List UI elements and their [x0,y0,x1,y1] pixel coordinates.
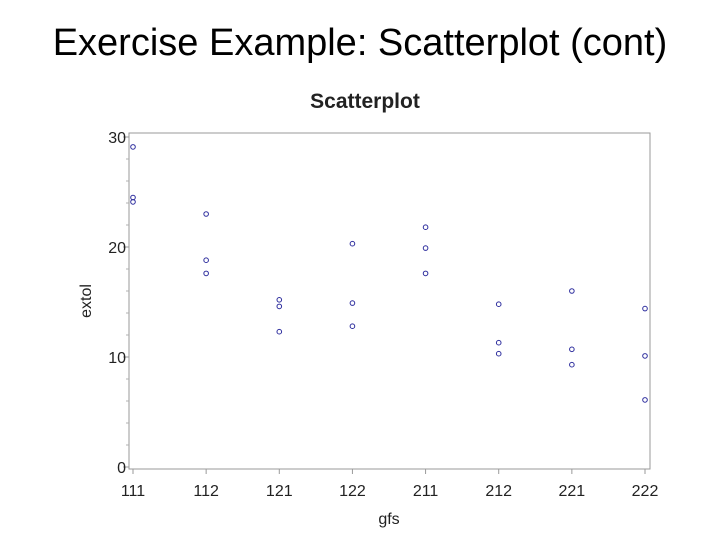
data-point [203,211,209,217]
data-point [349,300,356,306]
y-tick-label: 30 [108,130,126,147]
data-point [203,270,209,277]
x-tick-label: 111 [121,483,145,500]
data-point [130,199,136,205]
y-tick-label: 0 [117,460,126,477]
chart-title: Scatterplot [310,90,420,113]
data-point [495,301,502,308]
data-point [642,353,648,359]
x-tick-label: 211 [413,483,439,500]
data-point [422,224,429,230]
x-tick-label: 112 [193,483,219,500]
data-points [130,144,648,403]
data-point [569,346,575,353]
data-point [130,144,136,150]
data-point [203,257,209,264]
y-tick-label: 20 [108,240,126,257]
slide-title: Exercise Example: Scatterplot (cont) [52,22,668,64]
data-point [276,303,283,310]
data-point [422,245,429,251]
data-point [276,297,283,303]
data-point [642,397,648,403]
x-axis: 111 112 121 122 211 212 221 222 [121,469,659,500]
data-point [642,305,648,312]
data-point [349,323,356,330]
y-axis: 0 10 20 30 [108,130,129,477]
x-axis-label: gfs [378,511,399,528]
data-point [349,240,356,247]
data-point [276,328,283,335]
x-tick-label: 212 [485,483,512,500]
x-tick-label: 121 [266,483,293,500]
x-tick-label: 222 [632,483,659,500]
y-axis-label: extol [78,284,95,318]
x-tick-label: 221 [559,483,586,500]
data-point [495,350,502,357]
data-point [495,339,502,346]
x-tick-label: 122 [339,483,366,500]
data-point [422,270,429,277]
data-point [569,361,575,368]
y-tick-label: 10 [108,350,126,367]
plot-frame [128,132,651,470]
data-point [569,288,575,294]
